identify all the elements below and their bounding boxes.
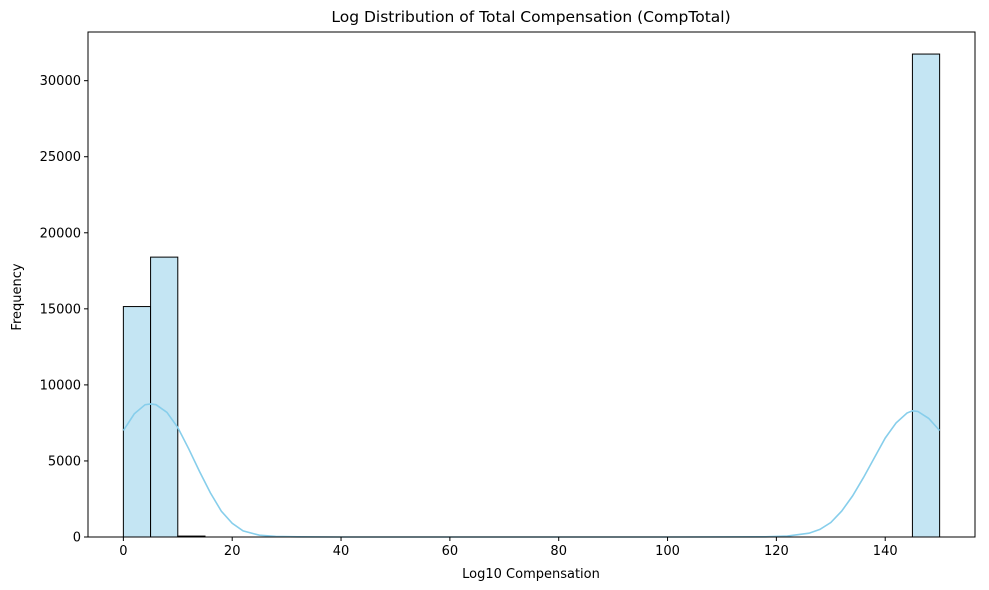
y-tick-label: 20000 [40,226,81,241]
bars-layer [122,53,941,538]
y-tick-label: 30000 [40,74,81,89]
histogram-bar [150,256,179,538]
x-tick-label: 20 [224,544,241,559]
chart-title: Log Distribution of Total Compensation (… [331,8,730,26]
y-tick-label: 25000 [40,150,81,165]
y-tick-label: 15000 [40,302,81,317]
x-tick-label: 100 [655,544,680,559]
y-axis-label: Frequency [10,263,25,330]
x-tick-label: 60 [442,544,459,559]
x-axis: 0 20 40 60 80 100 120 140 [119,537,898,559]
x-tick-label: 40 [333,544,350,559]
x-axis-label: Log10 Compensation [462,567,600,582]
histogram-bar [911,53,941,538]
y-tick-label: 0 [73,531,81,546]
x-tick-label: 0 [119,544,127,559]
x-tick-label: 120 [764,544,789,559]
y-axis: 0 5000 10000 15000 20000 25000 30000 [40,74,88,546]
plot-frame [87,31,976,538]
kde-line [122,403,941,538]
histogram-bar [122,306,152,538]
x-tick-label: 80 [550,544,567,559]
kde-layer [122,403,941,538]
x-tick-label: 140 [873,544,898,559]
y-tick-label: 5000 [48,454,81,469]
y-tick-label: 10000 [40,378,81,393]
